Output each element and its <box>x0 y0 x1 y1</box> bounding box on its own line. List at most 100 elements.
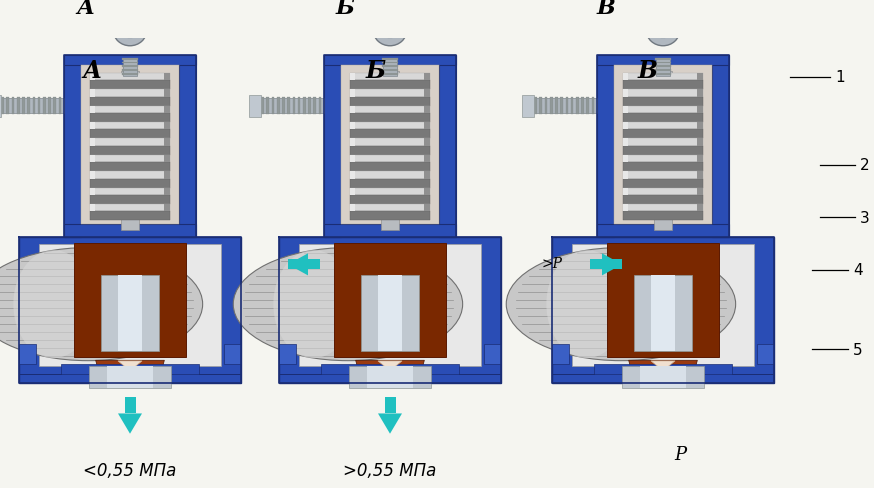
Bar <box>324 224 456 237</box>
Circle shape <box>382 24 399 39</box>
Text: В: В <box>596 0 615 19</box>
Text: 4: 4 <box>853 263 863 278</box>
Polygon shape <box>622 146 704 156</box>
Bar <box>164 106 170 114</box>
Bar <box>383 74 398 75</box>
Bar <box>314 98 316 115</box>
Polygon shape <box>622 172 704 179</box>
Bar <box>32 98 35 115</box>
Bar <box>261 98 264 115</box>
Bar <box>383 62 398 64</box>
Bar <box>697 74 704 81</box>
Bar <box>622 122 628 130</box>
Polygon shape <box>350 90 430 97</box>
Bar <box>523 96 534 117</box>
Polygon shape <box>350 188 430 196</box>
Bar <box>127 74 134 221</box>
Bar <box>121 72 139 230</box>
Polygon shape <box>622 156 704 163</box>
Polygon shape <box>651 361 675 371</box>
Bar <box>555 98 558 115</box>
Bar <box>576 98 579 115</box>
Bar <box>64 224 196 237</box>
Polygon shape <box>90 130 170 139</box>
Bar <box>341 66 439 224</box>
Bar <box>64 56 81 237</box>
Bar <box>697 172 704 179</box>
Polygon shape <box>350 97 430 106</box>
Bar <box>64 56 196 66</box>
Bar <box>81 66 179 224</box>
Ellipse shape <box>0 248 203 361</box>
Bar <box>164 156 170 163</box>
Bar <box>534 98 537 115</box>
Polygon shape <box>628 361 697 374</box>
Polygon shape <box>90 114 170 122</box>
Bar <box>288 260 320 270</box>
Bar <box>378 275 402 351</box>
Bar <box>581 98 584 115</box>
Polygon shape <box>622 196 704 204</box>
Bar <box>656 70 670 72</box>
Text: 5: 5 <box>853 342 863 357</box>
Text: Р: Р <box>674 445 686 463</box>
Bar <box>424 90 430 97</box>
Polygon shape <box>350 156 430 163</box>
Polygon shape <box>95 361 164 374</box>
Text: <0,55 МПа: <0,55 МПа <box>83 461 177 479</box>
Polygon shape <box>622 212 704 221</box>
Bar <box>484 344 501 365</box>
Bar <box>90 188 94 196</box>
Bar <box>757 344 773 365</box>
Bar <box>697 156 704 163</box>
Bar <box>383 70 398 72</box>
Polygon shape <box>118 361 142 371</box>
Bar <box>350 74 355 81</box>
Bar <box>118 275 142 351</box>
Polygon shape <box>118 414 142 434</box>
Bar <box>697 122 704 130</box>
Polygon shape <box>350 106 430 114</box>
Bar <box>655 72 672 230</box>
Polygon shape <box>622 122 704 130</box>
Bar <box>0 96 1 117</box>
Bar <box>424 106 430 114</box>
Polygon shape <box>90 74 170 81</box>
Bar <box>383 66 398 68</box>
Circle shape <box>114 16 147 47</box>
Bar <box>293 98 295 115</box>
Bar <box>164 188 170 196</box>
Bar <box>89 366 171 388</box>
Polygon shape <box>299 244 481 366</box>
Polygon shape <box>622 74 704 81</box>
Ellipse shape <box>506 248 736 361</box>
Bar <box>424 156 430 163</box>
Bar <box>122 66 137 68</box>
Polygon shape <box>280 237 501 383</box>
Bar <box>124 397 135 414</box>
Bar <box>367 366 413 388</box>
Bar <box>697 106 704 114</box>
Polygon shape <box>378 361 402 371</box>
Polygon shape <box>350 212 430 221</box>
Polygon shape <box>350 196 430 204</box>
Bar <box>17 98 19 115</box>
Bar <box>622 139 628 146</box>
Bar <box>534 99 597 114</box>
Polygon shape <box>552 237 773 383</box>
Bar <box>622 90 628 97</box>
Polygon shape <box>622 188 704 196</box>
Polygon shape <box>90 122 170 130</box>
Bar <box>350 188 355 196</box>
Polygon shape <box>622 130 704 139</box>
Bar <box>565 98 568 115</box>
Bar <box>350 90 355 97</box>
Text: В: В <box>638 59 658 83</box>
Bar <box>11 98 14 115</box>
Bar <box>350 139 355 146</box>
Bar <box>324 56 456 66</box>
Text: Б: Б <box>336 0 355 19</box>
Bar <box>350 106 355 114</box>
Bar <box>361 275 420 351</box>
Bar <box>350 204 355 212</box>
